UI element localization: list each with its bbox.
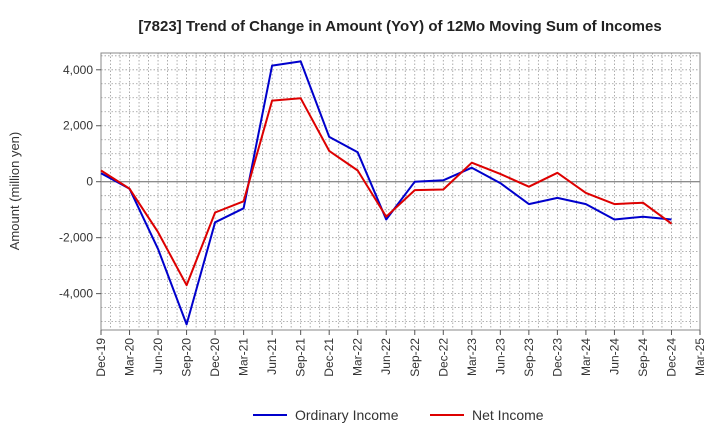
x-tick-label: Mar-24 [579, 338, 593, 376]
x-tick-label: Dec-22 [436, 338, 450, 377]
x-tick-label: Dec-21 [322, 338, 336, 377]
x-tick-label: Mar-21 [237, 338, 251, 376]
x-tick-label: Dec-19 [94, 338, 108, 377]
legend-label: Ordinary Income [295, 407, 399, 423]
x-tick-label: Jun-24 [607, 338, 621, 375]
legend: Ordinary Income Net Income [253, 407, 544, 423]
series-line-net-income [100, 97, 673, 287]
y-tick-label: 2,000 [63, 119, 93, 133]
x-tick-label: Mar-25 [693, 338, 707, 376]
x-tick-label: Dec-23 [550, 338, 564, 377]
series-line-ordinary-income [100, 60, 672, 326]
x-tick-label: Mar-23 [465, 338, 479, 376]
x-tick-label: Jun-21 [265, 338, 279, 375]
x-tick-label: Jun-20 [151, 338, 165, 375]
plot-frame [100, 52, 701, 331]
series-lines [100, 60, 673, 326]
x-tick-label: Dec-24 [664, 338, 678, 377]
x-tick-label: Sep-21 [294, 338, 308, 377]
axes: 4,000 2,000 0 -2,000 -4,000 Dec-19 Mar-20 Jun-2… [59, 52, 707, 377]
x-tick-label: Sep-24 [636, 338, 650, 377]
x-tick-label: Dec-20 [208, 338, 222, 377]
x-tick-label: Jun-23 [493, 338, 507, 375]
x-tick-label: Jun-22 [379, 338, 393, 375]
y-tick-label: 4,000 [63, 63, 93, 77]
x-tick-label: Sep-20 [180, 338, 194, 377]
grid [101, 53, 700, 330]
y-tick-label: -2,000 [59, 231, 93, 245]
y-axis-title: Amount (million yen) [7, 132, 22, 251]
x-tick-label: Sep-23 [522, 338, 536, 377]
chart-title: [7823] Trend of Change in Amount (YoY) o… [138, 18, 661, 35]
x-tick-label: Mar-20 [123, 338, 137, 376]
x-tick-label: Mar-22 [351, 338, 365, 376]
y-tick-label: 0 [86, 175, 93, 189]
y-tick-label: -4,000 [59, 287, 93, 301]
x-tick-label: Sep-22 [408, 338, 422, 377]
legend-label: Net Income [472, 407, 544, 423]
